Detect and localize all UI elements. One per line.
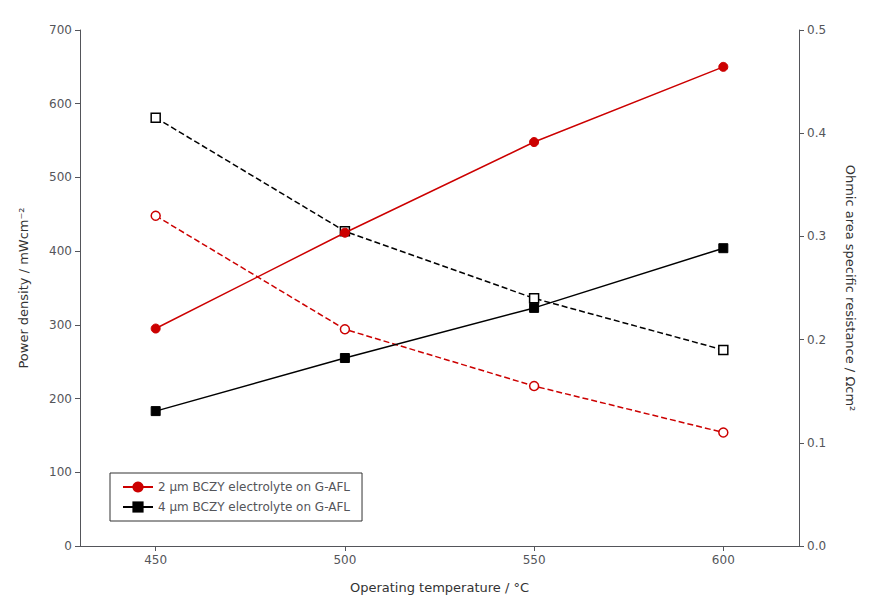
svg-text:4 μm BCZY electrolyte on G-AFL: 4 μm BCZY electrolyte on G-AFL (158, 500, 350, 514)
svg-text:0: 0 (64, 539, 72, 553)
svg-text:100: 100 (49, 465, 72, 479)
svg-text:2 μm BCZY electrolyte on G-AFL: 2 μm BCZY electrolyte on G-AFL (158, 480, 350, 494)
svg-text:300: 300 (49, 318, 72, 332)
svg-text:0.2: 0.2 (807, 333, 826, 347)
svg-text:550: 550 (523, 553, 546, 567)
svg-text:Ohmic area specific resistance: Ohmic area specific resistance / Ωcm² (843, 165, 858, 412)
svg-text:700: 700 (49, 23, 72, 37)
svg-text:0.3: 0.3 (807, 229, 826, 243)
svg-text:600: 600 (49, 97, 72, 111)
svg-text:500: 500 (49, 170, 72, 184)
svg-text:450: 450 (144, 553, 167, 567)
svg-text:0.1: 0.1 (807, 436, 826, 450)
svg-text:400: 400 (49, 244, 72, 258)
svg-text:500: 500 (333, 553, 356, 567)
svg-text:Power density / mWcm⁻²: Power density / mWcm⁻² (16, 207, 31, 368)
svg-text:600: 600 (712, 553, 735, 567)
svg-text:0.5: 0.5 (807, 23, 826, 37)
svg-text:0.4: 0.4 (807, 126, 826, 140)
svg-text:Operating temperature / °C: Operating temperature / °C (350, 580, 529, 595)
svg-text:0.0: 0.0 (807, 539, 826, 553)
svg-text:200: 200 (49, 392, 72, 406)
